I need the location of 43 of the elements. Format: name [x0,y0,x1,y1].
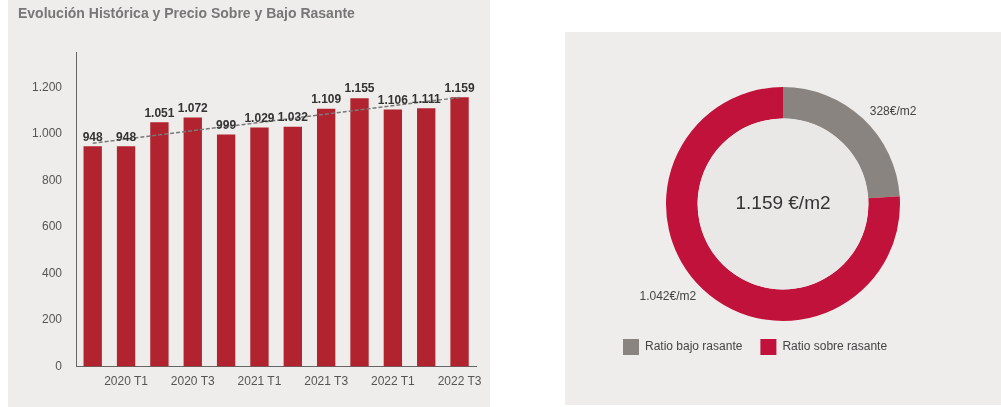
bar [216,134,236,367]
legend-label: Ratio bajo rasante [645,339,743,354]
data-label: 1.155 [344,81,375,96]
data-label: 328€/m2 [869,103,917,118]
data-label: 1.042€/m2 [639,289,697,304]
data-label: 1.032 [277,110,309,125]
data-label: 948 [116,129,137,144]
text: 1.159 €/m2 [735,192,831,214]
bar [417,108,436,367]
x-tick-label: 2020 T3 [170,374,215,389]
bar [350,98,369,367]
y-tick-label: 1.200 [32,79,63,94]
data-label: 1.106 [377,92,409,107]
x-tick-label: 2021 T3 [304,374,349,389]
data-label: 1.072 [177,100,209,115]
x-tick-label: 2020 T1 [104,374,149,389]
bar [83,146,102,367]
x-tick-label: 2022 T1 [370,374,416,389]
data-label: 1.029 [244,110,275,125]
y-tick-label: 400 [42,265,63,280]
data-label: 1.109 [311,92,342,107]
x-tick-label: 2022 T3 [437,374,482,389]
data-label: 1.051 [144,105,175,120]
bar [283,126,302,367]
x-tick-label: 2021 T1 [237,374,282,389]
data-label: 1.111 [411,91,441,106]
bar [150,122,169,367]
bar [250,127,269,367]
legend-label: Ratio sobre rasante [782,339,888,354]
bar [383,109,403,367]
chart-title: Evolución Histórica y Precio Sobre y Bajo Rasante [18,5,356,22]
bar [183,117,202,367]
y-tick-label: 800 [42,172,63,187]
data-label: 1.159 [444,80,475,95]
data-label: 999 [216,117,237,132]
y-tick-label: 600 [42,219,63,234]
bar [316,108,336,367]
y-tick-label: 0 [55,358,63,373]
data-label: 948 [82,129,104,144]
bar [450,97,469,367]
y-tick-label: 1.000 [32,126,63,141]
bar [116,146,136,367]
y-tick-label: 200 [42,312,63,327]
